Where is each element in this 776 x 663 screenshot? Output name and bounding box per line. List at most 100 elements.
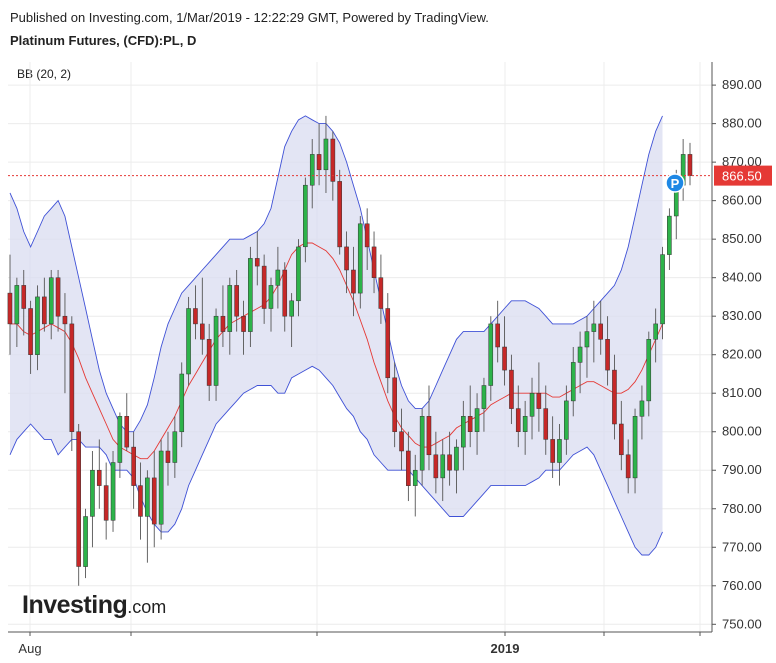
candle-down (206, 323, 212, 401)
candle-up (158, 439, 164, 540)
candle-body (351, 269, 356, 294)
candle-body (529, 392, 535, 417)
candle-down (447, 431, 452, 486)
candle-up (227, 277, 233, 355)
price-axis: 890.00 880.00 870.00 860.00 850.00 840.00 830.… (711, 62, 762, 632)
pivot-marker-letter: P (671, 176, 680, 191)
candle-up (660, 246, 665, 340)
candle-up (529, 377, 535, 440)
candle-up (639, 385, 645, 440)
candle-body (206, 339, 212, 386)
candle-up (90, 450, 95, 548)
candle-body (110, 462, 116, 521)
candle-body (502, 346, 507, 371)
candle-body (323, 138, 329, 171)
candle-down (42, 277, 47, 332)
candle-down (55, 269, 61, 332)
candle-up (213, 308, 219, 401)
candle-body (69, 323, 75, 432)
logo-suffix: .com (127, 597, 167, 617)
candle-body (412, 469, 418, 486)
candle-body (371, 246, 377, 278)
candle-body (488, 323, 494, 386)
candle-up (14, 277, 20, 347)
candle-up (48, 269, 54, 340)
candle-body (76, 431, 81, 567)
candle-body (385, 308, 391, 379)
candle-up (179, 362, 185, 448)
candle-body (344, 246, 349, 271)
candle-body (605, 339, 610, 371)
candle-body (282, 269, 288, 317)
candle-up (357, 216, 363, 309)
candle-up (323, 115, 329, 193)
price-tick-label: 830.00 (722, 308, 762, 323)
candle-down (316, 123, 322, 186)
price-tick-label: 870.00 (722, 154, 762, 169)
candle-up (577, 331, 583, 394)
candle-up (296, 239, 301, 317)
candle-body (625, 454, 631, 479)
candle-up (419, 408, 425, 486)
candle-down (254, 231, 260, 286)
candle-body (172, 431, 178, 463)
candle-down (433, 431, 439, 494)
candle-body (7, 292, 13, 325)
bollinger-study-label[interactable]: BB (20, 2) (17, 67, 72, 81)
candle-down (509, 354, 514, 425)
candle-up (680, 139, 686, 201)
candle-down (543, 385, 549, 455)
candle-body (14, 285, 20, 325)
candle-down (241, 300, 246, 355)
candle-up (557, 424, 562, 486)
candle-down (138, 462, 143, 540)
candle-body (440, 454, 446, 479)
candle-up (289, 293, 294, 347)
candle-up (309, 139, 315, 209)
candle-down (337, 169, 342, 255)
candle-up (584, 316, 590, 378)
candle-body (406, 450, 411, 486)
time-tick-label: Aug (18, 641, 41, 656)
time-tick-label: 2019 (491, 641, 520, 656)
candle-up (35, 285, 40, 371)
candle-down (426, 385, 432, 471)
candle-body (151, 477, 157, 525)
candle-body (227, 285, 233, 332)
candle-body (337, 181, 342, 248)
candle-down (536, 362, 542, 432)
candle-down (385, 293, 391, 394)
candle-body (330, 138, 336, 182)
candle-body (186, 308, 191, 375)
candle-body (309, 154, 315, 186)
price-tick-label: 760.00 (722, 578, 762, 593)
candle-body (426, 416, 432, 456)
candle-body (584, 331, 590, 348)
candle-down (399, 408, 404, 471)
candle-up (303, 177, 308, 263)
candle-body (158, 450, 164, 525)
candle-up (570, 347, 576, 417)
candle-down (364, 208, 370, 270)
price-tick-label: 850.00 (722, 231, 762, 246)
candle-body (35, 296, 40, 355)
candle-body (550, 439, 555, 463)
candle-up (646, 331, 652, 417)
candle-down (282, 262, 288, 332)
candle-down (550, 416, 555, 478)
candle-down (62, 293, 68, 394)
candle-up (145, 470, 150, 563)
pivot-marker-icon: P (665, 173, 685, 193)
candle-body (303, 184, 308, 248)
investing-logo: Investing.com (22, 591, 166, 620)
candle-body (419, 416, 425, 471)
candle-body (90, 469, 95, 517)
instrument-title: Platinum Futures, (CFD):PL, D (10, 33, 197, 48)
candle-down (515, 385, 521, 448)
candle-body (646, 339, 652, 402)
price-tick-label: 790.00 (722, 462, 762, 477)
candle-body (522, 416, 528, 432)
candle-body (357, 223, 363, 294)
price-tick-label: 820.00 (722, 347, 762, 362)
